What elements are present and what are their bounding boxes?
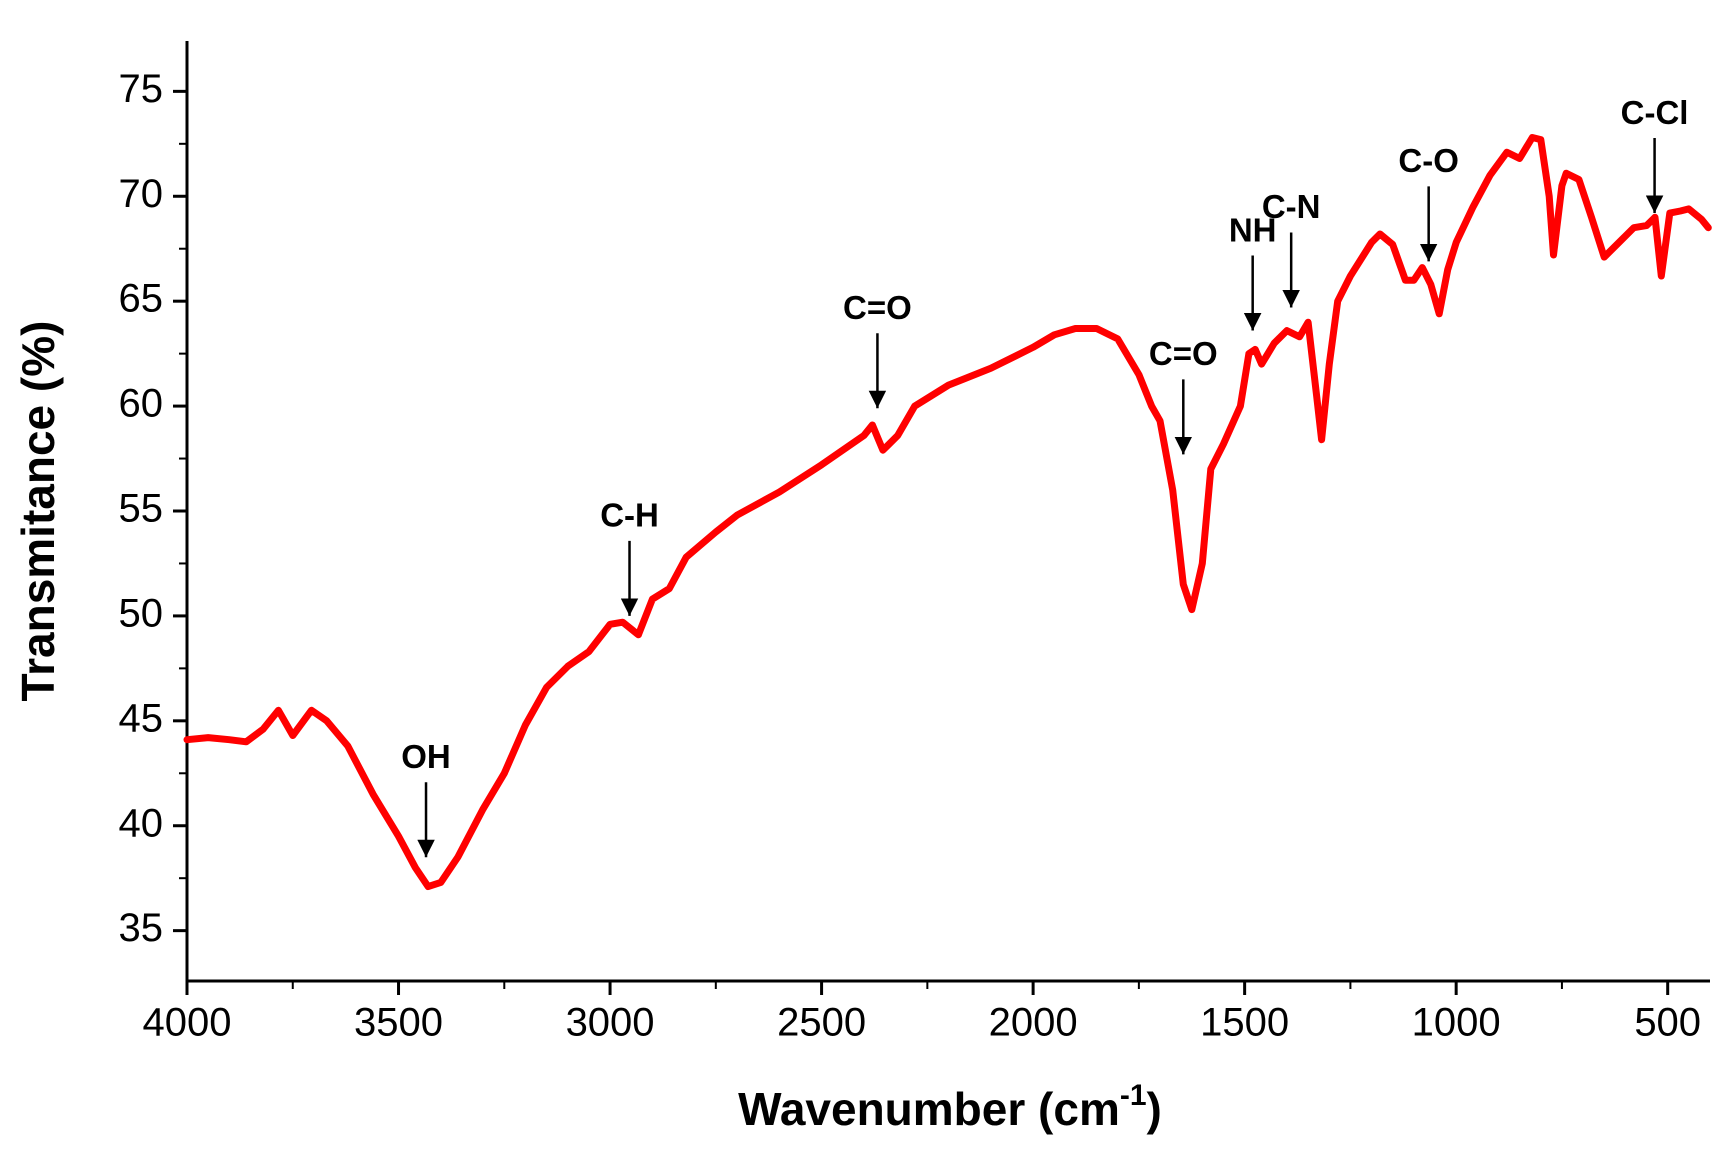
y-tick-label: 55 bbox=[119, 487, 164, 531]
annotation-label: NH bbox=[1229, 211, 1277, 248]
annotation-label: C-N bbox=[1262, 188, 1321, 225]
x-tick-label: 2500 bbox=[777, 1001, 866, 1045]
y-tick-label: 45 bbox=[119, 696, 164, 740]
x-axis-label-part: Wavenumber (cm bbox=[738, 1083, 1120, 1135]
x-tick-label: 500 bbox=[1634, 1001, 1701, 1045]
y-tick-label: 50 bbox=[119, 591, 164, 635]
annotation-label: C-H bbox=[600, 497, 659, 534]
y-axis-label: Transmitance (%) bbox=[12, 321, 64, 702]
x-axis-label: Wavenumber (cm-1) bbox=[738, 1079, 1162, 1135]
y-tick-label: 75 bbox=[119, 67, 164, 111]
annotation-label: C=O bbox=[1149, 335, 1218, 372]
annotation-label: OH bbox=[401, 738, 451, 775]
y-tick-label: 60 bbox=[119, 382, 164, 426]
spectrum-line bbox=[183, 134, 1712, 891]
y-tick-label: 35 bbox=[119, 906, 164, 950]
x-tick-label: 3000 bbox=[566, 1001, 655, 1045]
x-axis-label-part: ) bbox=[1147, 1083, 1162, 1135]
y-tick-label: 40 bbox=[119, 801, 164, 845]
annotation-label: C-O bbox=[1398, 142, 1459, 179]
x-tick-label: 4000 bbox=[143, 1001, 232, 1045]
annotation-label: C=O bbox=[843, 289, 912, 326]
annotation-label: C-Cl bbox=[1621, 94, 1689, 131]
x-tick-label: 1000 bbox=[1412, 1001, 1501, 1045]
y-tick-label: 70 bbox=[119, 172, 164, 216]
x-tick-label: 3500 bbox=[354, 1001, 443, 1045]
x-tick-label: 1500 bbox=[1200, 1001, 1289, 1045]
x-axis-label-sup: -1 bbox=[1120, 1079, 1147, 1112]
y-tick-label: 65 bbox=[119, 277, 164, 321]
x-tick-label: 2000 bbox=[989, 1001, 1078, 1045]
